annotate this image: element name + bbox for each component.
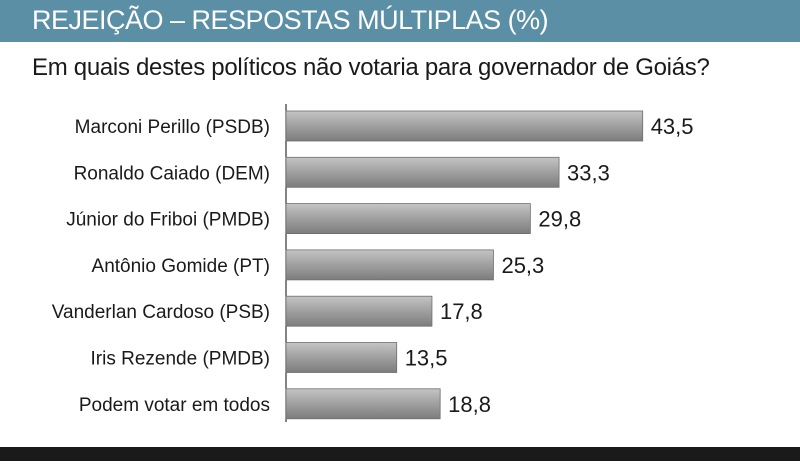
chart-header-band: REJEIÇÃO – RESPOSTAS MÚLTIPLAS (%) (0, 0, 800, 42)
bar (285, 156, 560, 188)
bar (285, 110, 644, 142)
chart-subtitle: Em quais destes políticos não votaria pa… (32, 54, 710, 81)
category-label: Ronaldo Caiado (DEM) (74, 163, 270, 184)
bar (285, 203, 531, 234)
bar (285, 342, 398, 373)
bar (285, 249, 494, 281)
category-label: Antônio Gomide (PT) (92, 256, 270, 277)
chart-title: REJEIÇÃO – RESPOSTAS MÚLTIPLAS (%) (32, 5, 549, 35)
category-label: Iris Rezende (PMDB) (91, 349, 271, 370)
value-label: 29,8 (538, 207, 581, 232)
bottom-rule (0, 447, 800, 461)
bar (285, 388, 441, 420)
category-label: Júnior do Friboi (PMDB) (66, 210, 270, 231)
value-label: 13,5 (405, 346, 448, 371)
value-label: 25,3 (501, 253, 544, 278)
value-label: 17,8 (440, 299, 483, 324)
value-label: 43,5 (651, 114, 694, 139)
bar (285, 295, 433, 327)
category-label: Vanderlan Cardoso (PSB) (52, 302, 270, 323)
bar-chart: Marconi Perillo (PSDB) 43,5 Ronaldo Caiado… (52, 104, 694, 422)
category-label: Podem votar em todos (79, 395, 270, 416)
category-label: Marconi Perillo (PSDB) (75, 117, 270, 138)
value-label: 33,3 (567, 160, 610, 185)
value-label: 18,8 (448, 392, 491, 417)
